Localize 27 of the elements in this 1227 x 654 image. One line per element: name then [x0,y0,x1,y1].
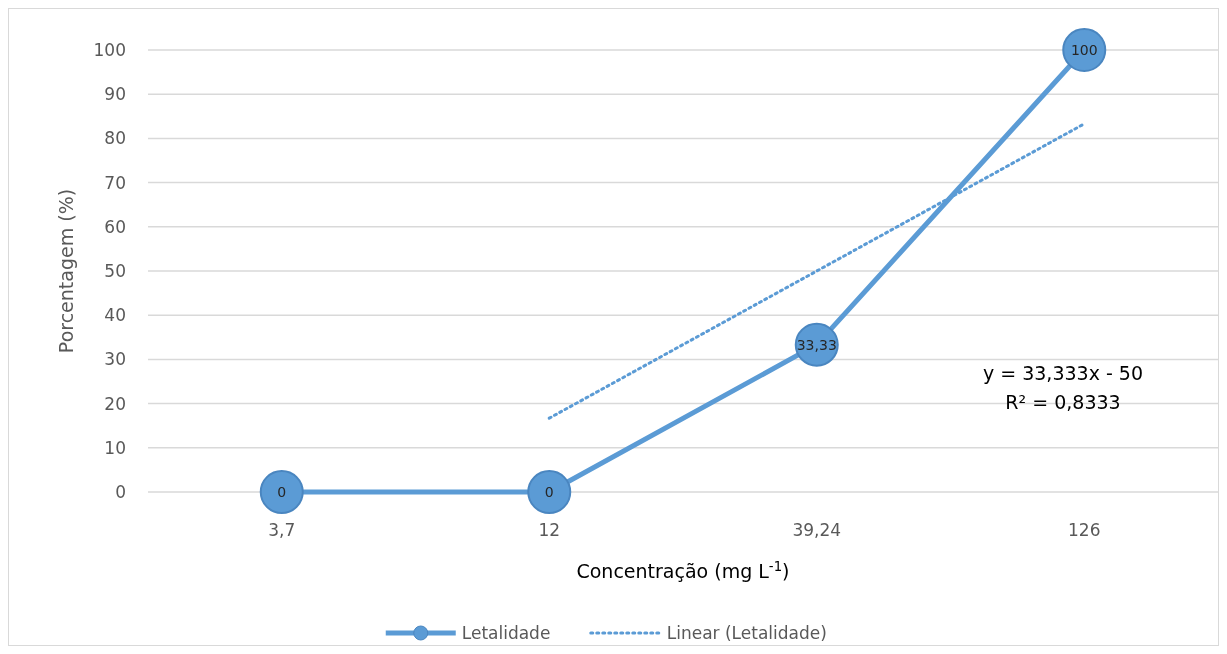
y-tick-label: 30 [104,349,126,370]
x-tick-label: 12 [538,520,561,540]
x-axis-title: Concentração (mg L$^{-1}$) [576,558,790,582]
y-axis-title: Porcentagem (%) [55,188,77,354]
y-tick-label: 80 [104,128,126,149]
x-tick-label: 126 [1068,520,1101,540]
data-label: 0 [277,483,287,500]
annotation: R² = 0,8333 [1005,391,1121,413]
data-label: 100 [1070,41,1098,58]
data-label: 33,33 [796,336,837,353]
y-tick-label: 20 [104,393,126,414]
data-label: 0 [544,483,554,500]
x-tick-label: 3,7 [268,520,296,540]
legend-label: Letalidade [461,622,551,643]
y-tick-label: 90 [104,84,126,105]
annotation: y = 33,333x - 50 [982,362,1144,384]
point [259,470,304,514]
point [527,470,572,514]
y-tick-label: 0 [115,481,126,502]
y-tick-label: 10 [104,437,126,458]
y-tick-label: 100 [93,39,126,60]
y-tick-label: 70 [104,172,126,193]
y-tick-label: 50 [104,260,126,281]
legend-label: Linear (Letalidade) [666,622,827,643]
y-tick-label: 40 [104,305,126,326]
x-tick-label: 39,24 [792,520,842,540]
y-tick-label: 60 [104,216,126,237]
